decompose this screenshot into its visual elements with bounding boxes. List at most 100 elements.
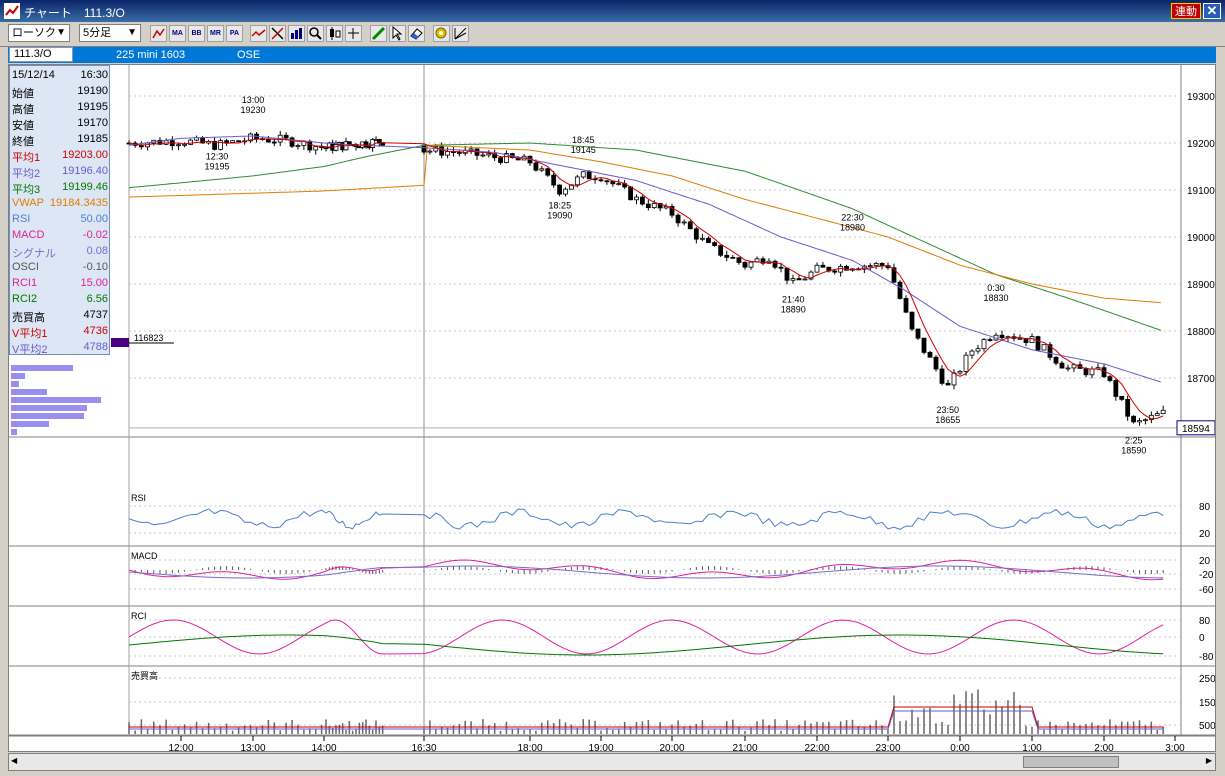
- volume-profile-label: 116823: [134, 333, 163, 343]
- candle-body: [271, 141, 277, 144]
- ma3-line: [128, 142, 1161, 331]
- line-chart-button[interactable]: [250, 25, 267, 42]
- candle-body: [945, 382, 951, 386]
- magnifier-icon: [309, 27, 322, 40]
- pa-button[interactable]: PA: [226, 25, 243, 42]
- candle-body: [427, 150, 433, 153]
- rci2-line: [128, 634, 1164, 656]
- candle-body: [563, 188, 568, 195]
- candle-body: [867, 265, 873, 268]
- data-row-label: VWAP: [12, 197, 44, 209]
- settings-button[interactable]: [433, 25, 450, 42]
- candle-body: [1041, 344, 1047, 351]
- data-row: 平均1 19203.00: [12, 148, 108, 164]
- candle-body: [551, 174, 557, 186]
- data-row-value: 19170: [77, 117, 108, 129]
- scroll-left-icon[interactable]: ◀: [11, 756, 18, 765]
- candle-body: [236, 140, 242, 143]
- candle-body: [987, 339, 993, 341]
- compare-button[interactable]: [269, 25, 286, 42]
- zoom-button[interactable]: [307, 25, 324, 42]
- symbol-name: 225 mini 1603: [116, 49, 186, 61]
- horizontal-scrollbar[interactable]: ◀ ▶: [8, 753, 1216, 771]
- candle-body: [376, 138, 382, 144]
- candle-body: [486, 153, 492, 156]
- candle-body: [1125, 399, 1131, 417]
- price-tick-label: 18700: [1187, 374, 1215, 385]
- data-row-label: V平均2: [12, 344, 48, 356]
- annotation-price: 19145: [571, 145, 596, 155]
- data-row-value: -0.10: [82, 261, 108, 273]
- ma-button[interactable]: MA: [169, 25, 186, 42]
- candle-body: [969, 350, 975, 356]
- current-price-label: 18594: [1182, 424, 1210, 435]
- candle-body: [796, 278, 802, 281]
- mr-button[interactable]: MR: [207, 25, 224, 42]
- candle-button[interactable]: [326, 25, 343, 42]
- fibonacci-button[interactable]: [452, 25, 469, 42]
- data-row-value: 19199.46: [62, 181, 108, 193]
- candle-body: [628, 186, 633, 201]
- chart-type-dropdown[interactable]: ローソク ▼: [8, 24, 70, 42]
- pointer-button[interactable]: [389, 25, 406, 42]
- eraser-button[interactable]: [408, 25, 425, 42]
- indicator-settings-button[interactable]: [150, 25, 167, 42]
- candle-body: [574, 176, 580, 186]
- volume-label: 売買高: [131, 670, 158, 681]
- data-row: 高値 19195: [12, 100, 108, 116]
- candle-body: [651, 203, 657, 209]
- price-tick-label: 19200: [1187, 139, 1215, 150]
- rci-label: RCI: [131, 611, 147, 621]
- data-row-label: 平均2: [12, 168, 41, 180]
- annotation-time: 22:30: [841, 212, 864, 222]
- interval-dropdown[interactable]: 5分足 ▼: [79, 24, 141, 42]
- rci-tick-label: 0: [1199, 633, 1205, 644]
- volume-profile-bar: [11, 397, 101, 403]
- candle-body: [933, 356, 939, 370]
- candle-body: [669, 205, 675, 216]
- candle-body: [921, 337, 927, 353]
- data-row-label: RSI: [12, 213, 31, 225]
- data-row: 平均2 19196.40: [12, 164, 108, 180]
- scroll-right-icon[interactable]: ▶: [1205, 756, 1212, 765]
- data-row-label: RCI2: [12, 293, 38, 305]
- candle-body: [879, 263, 885, 266]
- annotation-price: 18980: [840, 222, 865, 232]
- live-link-button[interactable]: 連動: [1171, 3, 1201, 19]
- draw-line-button[interactable]: [370, 25, 387, 42]
- candle-body: [706, 237, 711, 244]
- candle-body: [748, 261, 754, 268]
- volume-profile-bar: [11, 389, 47, 395]
- candle-body: [224, 140, 230, 143]
- current-price-box: [1176, 420, 1215, 436]
- line-chart-icon: [251, 29, 266, 37]
- data-row-value: 6.56: [86, 293, 108, 305]
- candle-body: [820, 264, 826, 268]
- symbol-input[interactable]: 111.3/O: [9, 47, 73, 62]
- data-row-value: -0.02: [82, 229, 108, 241]
- candle-body: [808, 271, 814, 280]
- candle-body: [1059, 362, 1065, 369]
- bb-button[interactable]: BB: [188, 25, 205, 42]
- scroll-thumb[interactable]: [1023, 756, 1119, 768]
- candle-body: [772, 260, 778, 268]
- cursor-icon: [392, 26, 403, 41]
- time-tick-label: 18:00: [517, 743, 542, 752]
- candle-body: [903, 298, 909, 313]
- chart-canvas[interactable]: 19300 19200 19100 19000 18900 18800 18700 18594…: [8, 64, 1216, 752]
- close-button[interactable]: ✕: [1203, 3, 1221, 19]
- candle-body: [445, 151, 450, 156]
- time-tick-label: 13:00: [240, 743, 265, 752]
- data-row-value: 19195: [77, 101, 108, 113]
- data-row-value: 4788: [83, 341, 108, 353]
- time-tick-label: 23:00: [875, 743, 900, 752]
- macd-tick-label: -60: [1199, 585, 1214, 596]
- layout-button[interactable]: [345, 25, 362, 42]
- time-tick-label: 14:00: [311, 743, 336, 752]
- candle-body: [504, 153, 509, 163]
- bar-chart-button[interactable]: [288, 25, 305, 42]
- annotation-time: 18:45: [572, 135, 595, 145]
- candle-body: [687, 221, 693, 230]
- candle-body: [718, 245, 724, 256]
- data-row-label: シグナル: [12, 248, 56, 260]
